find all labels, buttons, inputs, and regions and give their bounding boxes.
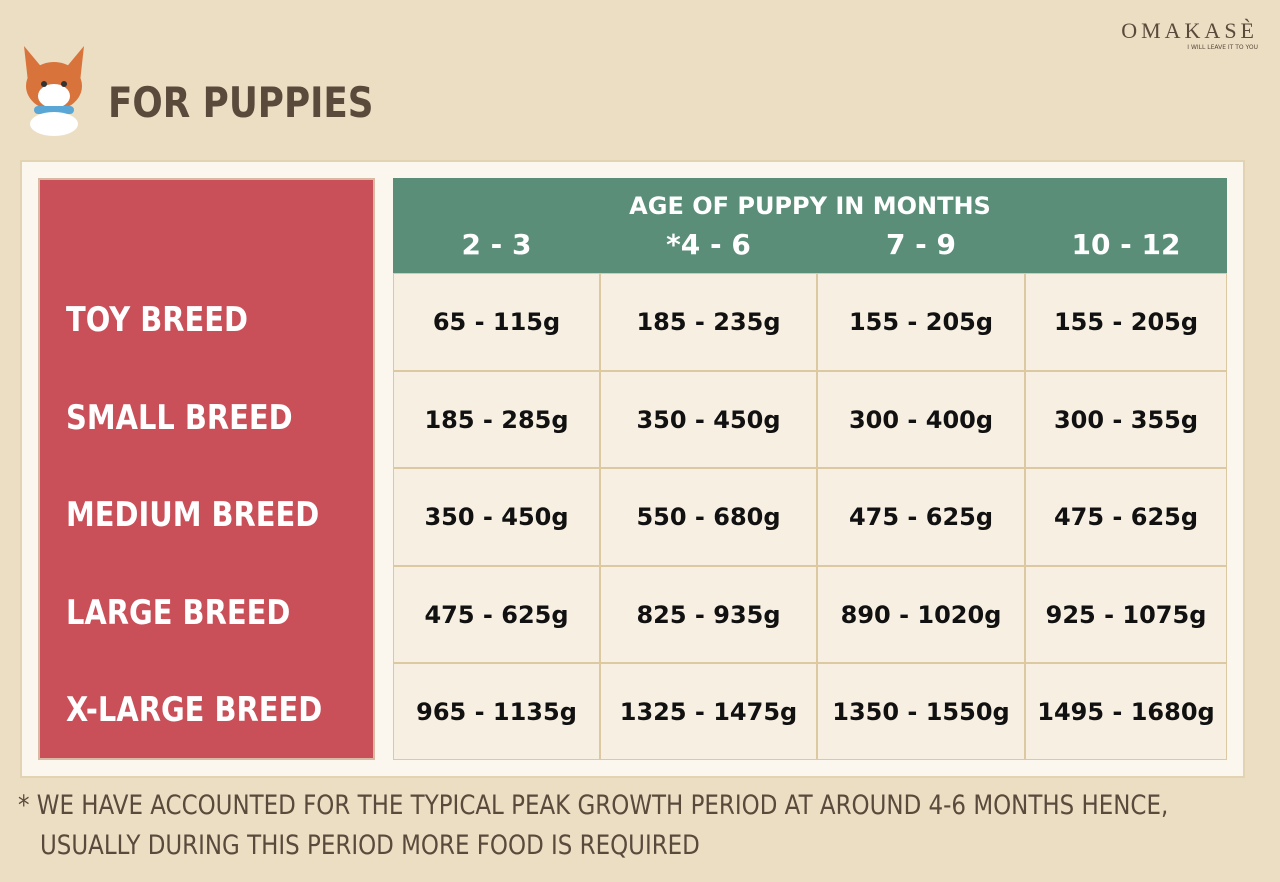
table-cell: 1495 - 1680g (1025, 663, 1227, 760)
column-header: 7 - 9 (885, 228, 957, 261)
table-cell: 155 - 205g (1025, 273, 1227, 371)
column-header: *4 - 6 (666, 228, 751, 261)
breed-panel (38, 178, 375, 760)
table-cell: 890 - 1020g (817, 566, 1025, 663)
table-cell: 300 - 355g (1025, 371, 1227, 468)
row-label: TOY BREED (66, 300, 249, 340)
table-cell: 185 - 235g (600, 273, 817, 371)
table-cell: 155 - 205g (817, 273, 1025, 371)
title: FOR PUPPIES (108, 78, 374, 127)
table-cell: 825 - 935g (600, 566, 817, 663)
row-label: X-LARGE BREED (66, 689, 323, 730)
row-label: MEDIUM BREED (66, 495, 320, 535)
row-label: SMALL BREED (66, 397, 293, 438)
table-cell: 185 - 285g (393, 371, 600, 468)
table-cell: 550 - 680g (600, 468, 817, 566)
table-cell: 965 - 1135g (393, 663, 600, 760)
table-caption: AGE OF PUPPY IN MONTHS (629, 192, 991, 220)
column-header: 2 - 3 (461, 228, 532, 261)
table-cell: 350 - 450g (393, 468, 600, 566)
footnote: USUALLY DURING THIS PERIOD MORE FOOD IS … (40, 830, 700, 861)
table-header (393, 178, 1227, 273)
table-cell: 475 - 625g (817, 468, 1025, 566)
table-cell: 65 - 115g (393, 273, 600, 371)
table-cell: 350 - 450g (600, 371, 817, 468)
table-cell: 475 - 625g (1025, 468, 1227, 566)
table-cell: 1325 - 1475g (600, 663, 817, 760)
row-label: LARGE BREED (66, 592, 291, 633)
table-cell: 1350 - 1550g (817, 663, 1025, 760)
tagline: I WILL LEAVE IT TO YOU (1187, 44, 1258, 51)
table-cell: 300 - 400g (817, 371, 1025, 468)
table-cell: 925 - 1075g (1025, 566, 1227, 663)
footnote: * WE HAVE ACCOUNTED FOR THE TYPICAL PEAK… (18, 790, 1169, 821)
column-header: 10 - 12 (1071, 228, 1181, 261)
table-cell: 475 - 625g (393, 566, 600, 663)
brand: OMAKASÈ (1121, 18, 1258, 43)
puppy-icon (24, 46, 84, 136)
